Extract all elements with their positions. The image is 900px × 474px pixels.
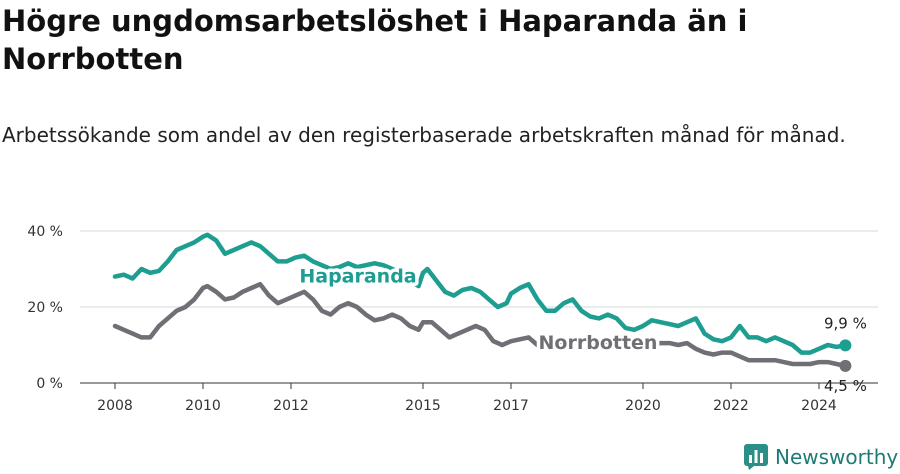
- x-tick-label: 2015: [405, 398, 441, 414]
- brand-name: Newsworthy: [775, 445, 899, 469]
- y-tick-label: 20 %: [27, 300, 63, 316]
- series-label-haparanda: Haparanda: [299, 265, 416, 287]
- series-label-norrbotten: Norrbotten: [539, 332, 658, 354]
- x-tick-label: 2024: [801, 398, 837, 414]
- series-label-halo: Haparanda: [299, 265, 416, 287]
- x-tick-label: 2022: [713, 398, 749, 414]
- newsworthy-brand[interactable]: Newsworthy: [744, 442, 898, 472]
- x-tick-label: 2017: [493, 398, 529, 414]
- chart-title: Högre ungdomsarbetslöshet i Haparanda än…: [2, 4, 748, 76]
- series-label-halo: Norrbotten: [539, 332, 658, 354]
- x-tick-label: 2020: [625, 398, 661, 414]
- newsworthy-logo-icon: [744, 444, 768, 470]
- series-line-haparanda: [112, 232, 848, 355]
- end-value-label: 9,9 %: [824, 314, 867, 332]
- end-value-label: 4,5 %: [824, 377, 867, 395]
- series-endpoint-norrbotten: [839, 359, 852, 372]
- chart-subtitle: Arbetssökande som andel av den registerb…: [2, 123, 846, 147]
- y-tick-label: 0 %: [36, 376, 63, 392]
- series-line-norrbotten: [112, 281, 848, 369]
- x-tick-label: 2010: [185, 398, 221, 414]
- y-tick-label: 40 %: [27, 224, 63, 240]
- line-chart: 0 % 20 % 40 % 2008 2010 2012 2015 2017 2020 2022 2…: [27, 224, 878, 414]
- x-tick-label: 2012: [273, 398, 309, 414]
- series-endpoint-haparanda: [839, 339, 852, 352]
- x-tick-label: 2008: [97, 398, 133, 414]
